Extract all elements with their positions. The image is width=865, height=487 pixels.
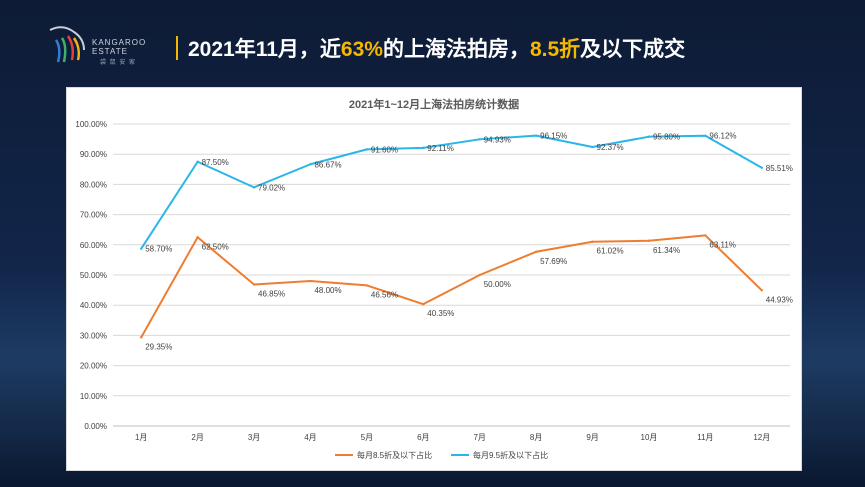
legend-label-1: 每月8.5折及以下占比 <box>357 450 432 460</box>
series-line-2 <box>140 134 763 250</box>
data-label: 57.69% <box>540 257 567 266</box>
y-tick-label: 20.00% <box>80 362 107 371</box>
data-point <box>534 134 538 137</box>
data-label: 29.35% <box>145 342 172 351</box>
x-tick-label: 4月 <box>304 433 316 442</box>
data-label: 85.51% <box>766 164 793 173</box>
data-point <box>478 138 481 141</box>
data-point <box>196 236 199 239</box>
data-point <box>365 148 369 151</box>
chart-gridlines <box>113 123 790 427</box>
x-tick-label: 9月 <box>586 433 598 442</box>
y-axis: 0.00% 10.00% 20.00% 30.00% 40.00% 50.00% 60.00… <box>75 120 107 431</box>
data-label: 62.50% <box>202 242 229 251</box>
data-label: 91.60% <box>371 145 398 154</box>
data-label: 58.70% <box>145 245 172 254</box>
data-point <box>478 273 481 277</box>
data-label: 40.35% <box>427 309 454 318</box>
data-label: 79.02% <box>258 183 285 192</box>
data-label: 96.15% <box>540 132 567 141</box>
headline: 2021年11月，近63%的上海法拍房，8.5折及以下成交 <box>176 34 685 62</box>
data-label: 44.93% <box>766 295 793 304</box>
chart-panel: 2021年1~12月上海法拍房统计数据 0.00% 10.00% 20.00% 30.… <box>66 87 802 471</box>
y-tick-label: 100.00% <box>75 120 107 129</box>
data-point <box>140 336 143 339</box>
data-point <box>591 145 594 149</box>
x-tick-label: 6月 <box>417 433 429 442</box>
y-tick-label: 90.00% <box>80 150 107 159</box>
y-tick-label: 50.00% <box>80 271 107 280</box>
data-label: 61.34% <box>653 246 680 255</box>
data-label: 95.80% <box>653 133 680 142</box>
data-point <box>196 160 199 163</box>
chart-series: 29.35% 62.50% 46.85% 48.00% 46.56% 40.35% 50.0… <box>140 132 793 351</box>
y-tick-label: 40.00% <box>80 301 107 310</box>
x-axis: 1月 2月 3月 4月 5月 6月 7月 8月 9月 10月 11月 12月 <box>135 433 770 442</box>
data-point <box>591 240 594 243</box>
kangaroo-estate-logo: KANGAROO ESTATE 袋 鼠 安 家 <box>44 22 164 70</box>
data-point <box>760 166 763 169</box>
x-tick-label: 5月 <box>361 433 373 442</box>
data-label: 92.37% <box>597 143 624 152</box>
kangaroo-logo-icon <box>49 26 85 63</box>
logo-brand-line-1: KANGAROO <box>92 38 147 47</box>
y-tick-label: 10.00% <box>80 392 107 401</box>
headline-part-3: 及以下成交 <box>580 38 686 61</box>
x-tick-label: 1月 <box>135 433 147 442</box>
data-point <box>534 250 538 253</box>
y-tick-label: 30.00% <box>80 331 107 340</box>
data-label: 87.50% <box>202 158 229 167</box>
data-point <box>252 186 256 189</box>
y-tick-label: 0.00% <box>84 422 107 431</box>
legend-label-2: 每月9.5折及以下占比 <box>473 450 548 460</box>
y-tick-label: 60.00% <box>80 241 107 250</box>
logo-brand-cn: 袋 鼠 安 家 <box>100 60 137 66</box>
y-tick-label: 80.00% <box>80 180 107 189</box>
data-label: 50.00% <box>484 280 511 289</box>
x-tick-label: 2月 <box>191 433 203 442</box>
data-point <box>704 234 707 237</box>
logo-brand-text: KANGAROO ESTATE <box>92 38 162 56</box>
headline-accent-bar <box>176 36 178 60</box>
headline-text: 2021年11月，近63%的上海法拍房，8.5折及以下成交 <box>188 33 685 63</box>
data-point <box>309 163 312 166</box>
data-point <box>252 283 256 286</box>
data-point <box>647 239 651 242</box>
x-tick-label: 12月 <box>753 433 770 442</box>
data-point <box>422 146 425 150</box>
data-label: 92.11% <box>427 144 454 153</box>
x-tick-label: 10月 <box>641 433 658 442</box>
data-label: 61.02% <box>597 247 624 256</box>
data-label: 46.85% <box>258 290 285 299</box>
data-point <box>647 135 651 138</box>
chart-legend: 每月8.5折及以下占比 每月9.5折及以下占比 <box>335 450 548 460</box>
data-point <box>704 134 707 137</box>
data-point <box>365 284 369 287</box>
data-point <box>760 289 763 292</box>
data-point <box>309 279 312 283</box>
data-label: 63.11% <box>709 240 736 249</box>
headline-highlight-1: 63% <box>340 38 383 61</box>
data-label: 86.67% <box>314 160 341 169</box>
series-line-1 <box>140 234 763 338</box>
chart-title: 2021年1~12月上海法拍房统计数据 <box>349 97 519 111</box>
data-label: 94.93% <box>484 135 511 144</box>
headline-part-1: 2021年11月，近 <box>188 38 341 61</box>
x-tick-label: 11月 <box>697 433 713 442</box>
data-label: 96.12% <box>709 132 736 141</box>
x-tick-label: 3月 <box>248 433 260 442</box>
y-tick-label: 70.00% <box>80 211 107 220</box>
x-tick-label: 8月 <box>530 433 542 442</box>
line-chart: 2021年1~12月上海法拍房统计数据 0.00% 10.00% 20.00% 30.… <box>75 97 793 460</box>
headline-part-2: 的上海法拍房， <box>382 38 530 61</box>
data-point <box>422 302 425 306</box>
logo-brand-line-2: ESTATE <box>92 47 128 56</box>
data-label: 48.00% <box>314 286 341 295</box>
headline-highlight-2: 8.5折 <box>529 38 581 61</box>
data-label: 46.56% <box>371 290 398 299</box>
data-point <box>140 247 143 250</box>
x-tick-label: 7月 <box>473 433 485 442</box>
